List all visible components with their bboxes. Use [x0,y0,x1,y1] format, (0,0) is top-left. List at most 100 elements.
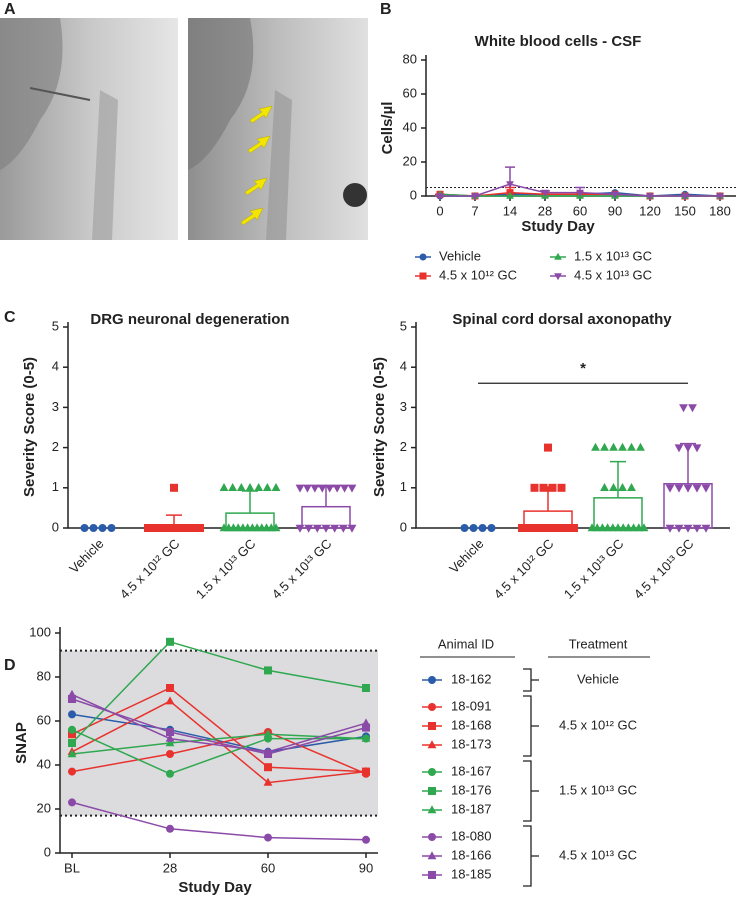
marker [506,191,514,199]
x-tick-label: BL [64,860,80,875]
x-tick-label: 1.5 x 10¹³ GC [561,536,627,602]
marker [332,484,342,493]
marker [679,404,688,413]
group-bracket [523,825,539,887]
marker [627,483,636,491]
legend-label: 18-187 [451,801,491,816]
significance-label: * [580,360,586,377]
xray-spine [92,90,118,240]
y-axis-label: SNAP [13,722,30,764]
marker [428,703,436,711]
marker [161,524,170,532]
x-tick-label: 120 [639,203,661,218]
marker [563,524,572,532]
marker [68,798,76,807]
marker [427,740,437,749]
legend-label: 18-166 [451,847,491,862]
marker [178,524,187,532]
marker [166,637,174,646]
y-tick-label: 0 [44,844,51,859]
marker [683,484,693,493]
marker [537,524,546,532]
marker [557,483,566,492]
marker [362,684,370,692]
marker [295,484,305,493]
marker [428,833,436,841]
arrow [244,177,268,196]
x-tick-label: Vehicle [446,536,486,576]
marker [325,484,335,493]
marker [618,483,627,491]
marker [107,524,116,532]
marker [310,484,320,493]
marker [191,524,200,532]
marker [236,483,246,491]
marker [174,524,183,532]
y-tick-label: 3 [400,399,407,414]
y-tick-label: 1 [52,479,59,494]
marker [196,524,204,532]
marker [264,666,272,675]
marker [338,524,348,533]
panel-label: A [4,1,16,18]
marker [674,524,684,533]
x-tick-label: 90 [608,203,622,218]
panel-label: B [380,1,392,18]
marker [524,524,533,532]
marker [263,777,273,786]
y-tick-label: 0 [400,519,407,534]
marker [701,484,711,493]
marker [362,723,370,732]
marker [550,524,559,532]
marker [165,524,174,532]
chart-title: DRG neuronal degeneration [90,311,289,328]
y-tick-label: 60 [403,85,417,100]
x-tick-label: 28 [538,203,552,218]
error-bar [318,485,334,507]
y-axis-label: Severity Score (0-5) [371,357,388,497]
legend-label: 18-168 [451,717,491,732]
x-tick-label: Vehicle [66,536,106,576]
marker [68,767,76,776]
x-tick-label: 180 [709,203,731,218]
marker [152,524,161,532]
marker [428,676,436,684]
y-tick-label: 100 [29,624,51,639]
legend-header: Treatment [569,636,628,651]
x-tick-label: 60 [573,203,587,218]
chart-title: White blood cells - CSF [475,33,642,50]
legend-label: 4.5 x 10¹³ GC [574,267,652,282]
marker [487,524,496,532]
marker [317,484,327,493]
legend-label: 18-080 [451,828,491,843]
marker [636,442,645,451]
marker [245,483,255,491]
x-tick-label: 14 [503,203,517,218]
series-line [71,729,366,775]
marker [600,442,609,451]
marker [683,444,693,453]
x-axis-label: Study Day [178,879,252,896]
x-tick-label: 4.5 x 10¹³ GC [631,536,697,602]
arrow [247,135,271,154]
x-tick-label: 4.5 x 10¹³ GC [269,536,335,602]
y-tick-label: 3 [52,399,59,414]
arrow [249,105,273,124]
series-line [71,801,367,841]
marker [611,191,619,199]
x-tick-label: 4.5 x 10¹² GC [491,536,557,602]
marker [271,523,281,532]
marker [506,181,514,189]
group-bracket [523,760,539,822]
marker [68,730,76,739]
marker [89,524,98,532]
legend-label: 18-173 [451,736,491,751]
marker [219,483,229,491]
series-line [71,693,367,753]
marker [600,483,609,491]
marker [478,524,487,532]
xray-spine [266,90,292,240]
legend-label: Vehicle [439,248,481,263]
marker [646,193,654,201]
marker [471,193,479,201]
